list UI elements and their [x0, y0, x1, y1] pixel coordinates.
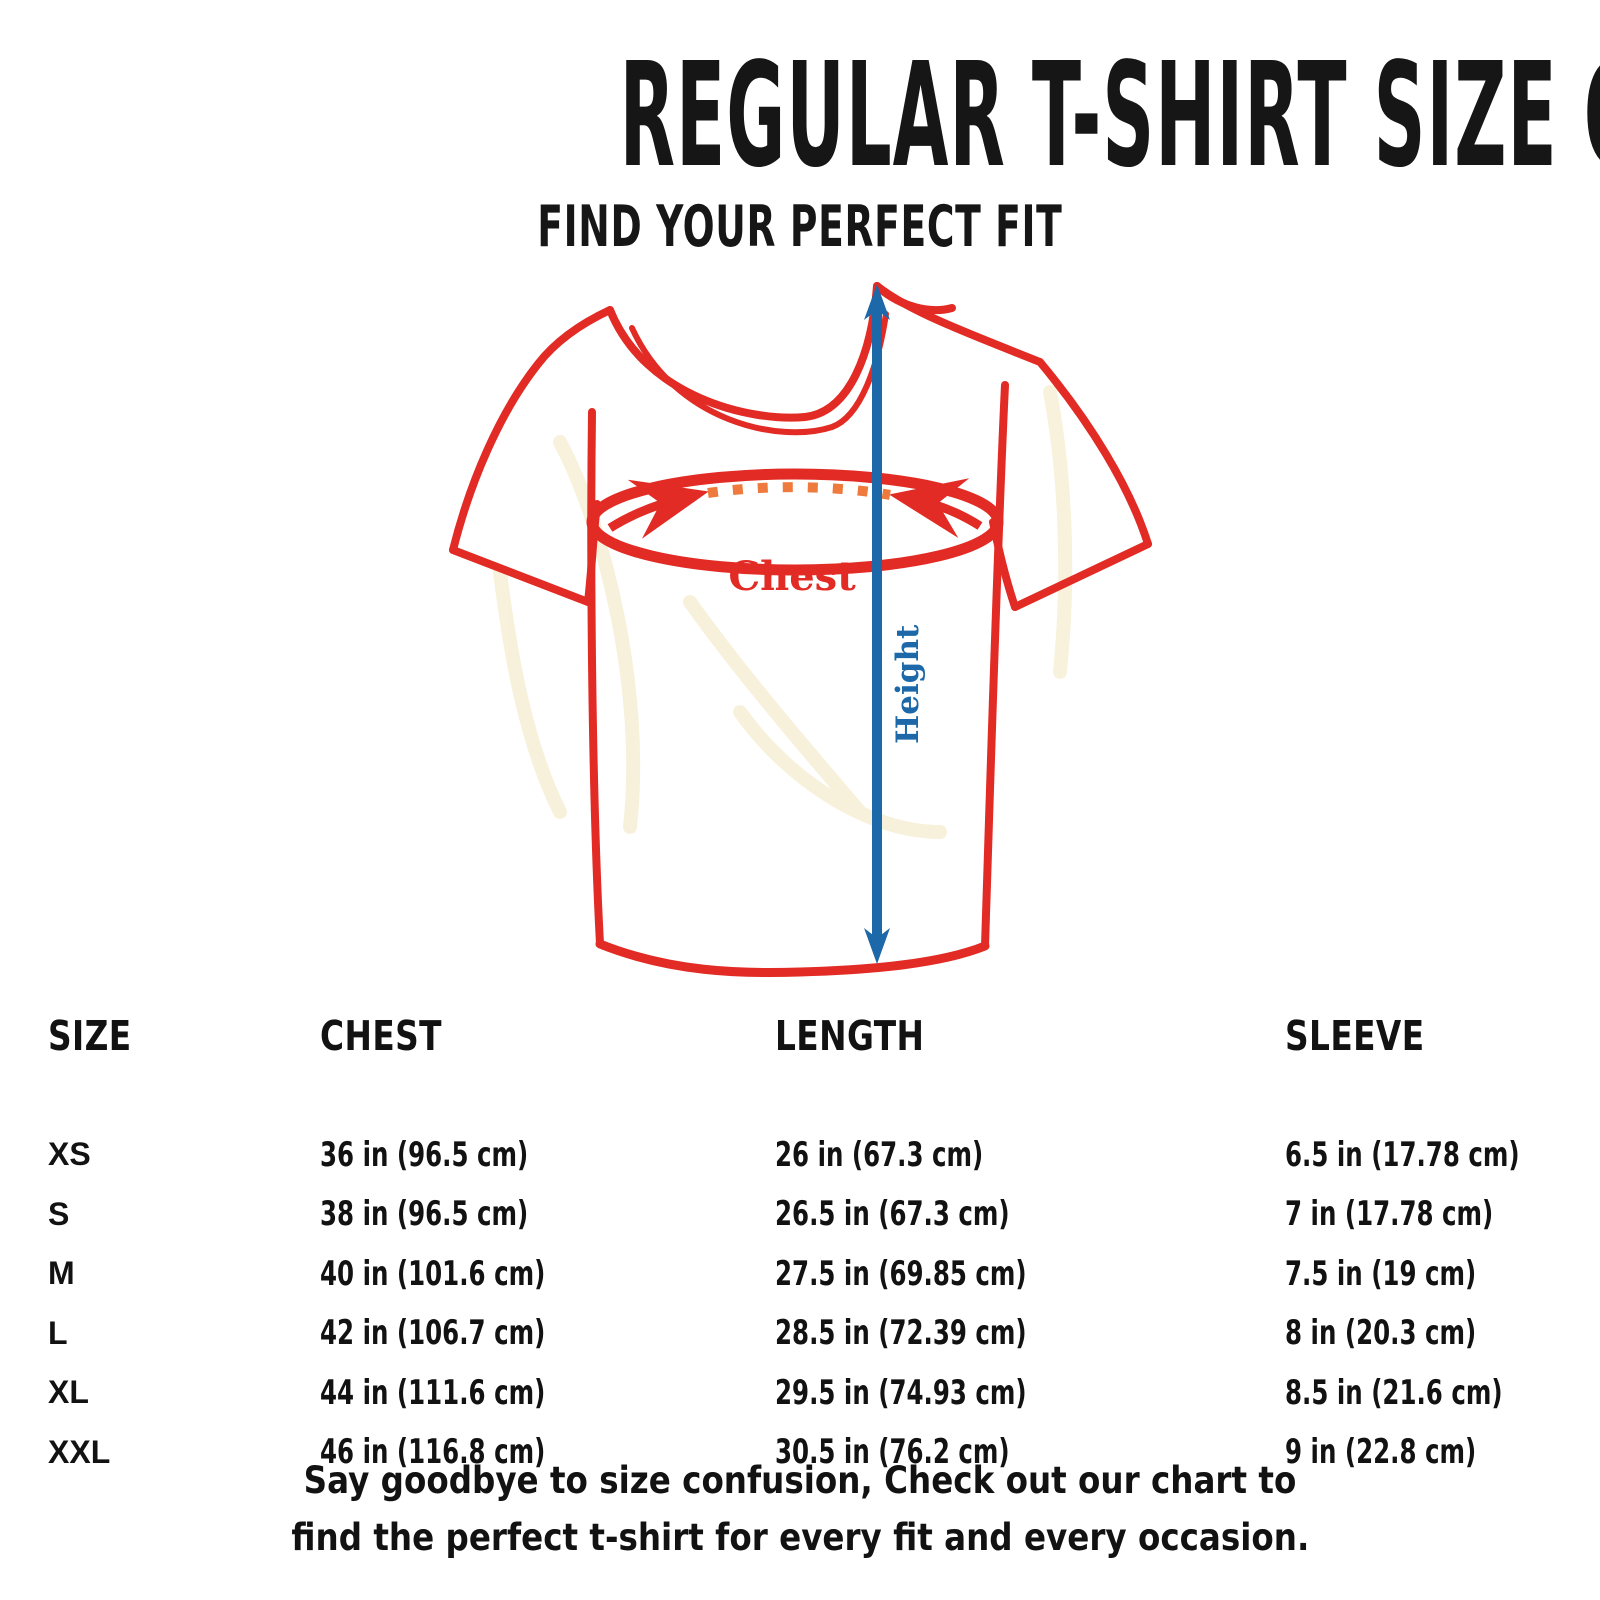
chest-dotted-line: [707, 482, 891, 500]
footer-line-1: Say goodbye to size confusion, Check out…: [303, 1459, 1297, 1502]
chest-arrow-left: [607, 479, 709, 539]
size-table: SIZE CHEST LENGTH SLEEVE XS 36 in (96.5 …: [48, 1006, 1570, 1482]
tshirt-diagram-svg: Chest Height: [449, 282, 1152, 978]
table-row-m-sleeve: 7.5 in (19 cm): [1285, 1253, 1477, 1294]
table-row-l-chest: 42 in (106.7 cm): [320, 1313, 546, 1354]
table-row-xl-length: 29.5 in (74.93 cm): [775, 1372, 1027, 1413]
table-header-gap: [48, 1066, 1600, 1084]
table-row-l-sleeve: 8 in (20.3 cm): [1285, 1313, 1477, 1354]
chest-label: Chest: [728, 553, 856, 600]
chest-arrow-right: [889, 478, 983, 539]
table-row-xxl-chest: 46 in (116.8 cm): [320, 1432, 546, 1473]
table-row-xs-size: XS: [48, 1136, 91, 1173]
table-row-s-chest: 38 in (96.5 cm): [320, 1194, 529, 1235]
tshirt-measurement-diagram: Chest Height: [440, 272, 1160, 978]
table-row-xs-sleeve: 6.5 in (17.78 cm): [1285, 1134, 1520, 1175]
table-row-s-size: S: [48, 1195, 70, 1232]
table-row-xxl-size: XXL: [48, 1433, 111, 1470]
table-row-s-sleeve: 7 in (17.78 cm): [1285, 1194, 1494, 1235]
column-header-chest: CHEST: [320, 1011, 442, 1060]
table-row-s-length: 26.5 in (67.3 cm): [775, 1194, 1010, 1235]
page-title: REGULAR T-SHIRT SIZE CHART: [619, 31, 1600, 199]
column-header-size: SIZE: [48, 1011, 132, 1060]
footer-tagline: Say goodbye to size confusion, Check out…: [0, 1456, 1600, 1570]
table-row-xxl-length: 30.5 in (76.2 cm): [775, 1432, 1010, 1473]
column-header-sleeve: SLEEVE: [1285, 1011, 1425, 1060]
table-row-xs-chest: 36 in (96.5 cm): [320, 1134, 529, 1175]
tshirt-outline: [449, 282, 1152, 978]
page-subtitle: FIND YOUR PERFECT FIT: [537, 194, 1063, 260]
table-row-m-chest: 40 in (101.6 cm): [320, 1253, 546, 1294]
table-row-l-length: 28.5 in (72.39 cm): [775, 1313, 1027, 1354]
table-row-xl-size: XL: [48, 1374, 89, 1411]
table-row-xxl-sleeve: 9 in (22.8 cm): [1285, 1432, 1477, 1473]
footer-line-2: find the perfect t-shirt for every fit a…: [291, 1516, 1309, 1559]
shirt-shading: [493, 385, 1073, 839]
height-arrow: [864, 284, 890, 964]
table-row-l-size: L: [48, 1314, 68, 1351]
column-header-length: LENGTH: [775, 1011, 925, 1060]
table-row-xl-chest: 44 in (111.6 cm): [320, 1372, 546, 1413]
table-row-xs-length: 26 in (67.3 cm): [775, 1134, 984, 1175]
table-row-m-size: M: [48, 1255, 75, 1292]
table-row-xl-sleeve: 8.5 in (21.6 cm): [1285, 1372, 1503, 1413]
table-row-m-length: 27.5 in (69.85 cm): [775, 1253, 1027, 1294]
height-label: Height: [890, 624, 926, 744]
chest-band: [586, 468, 1004, 576]
